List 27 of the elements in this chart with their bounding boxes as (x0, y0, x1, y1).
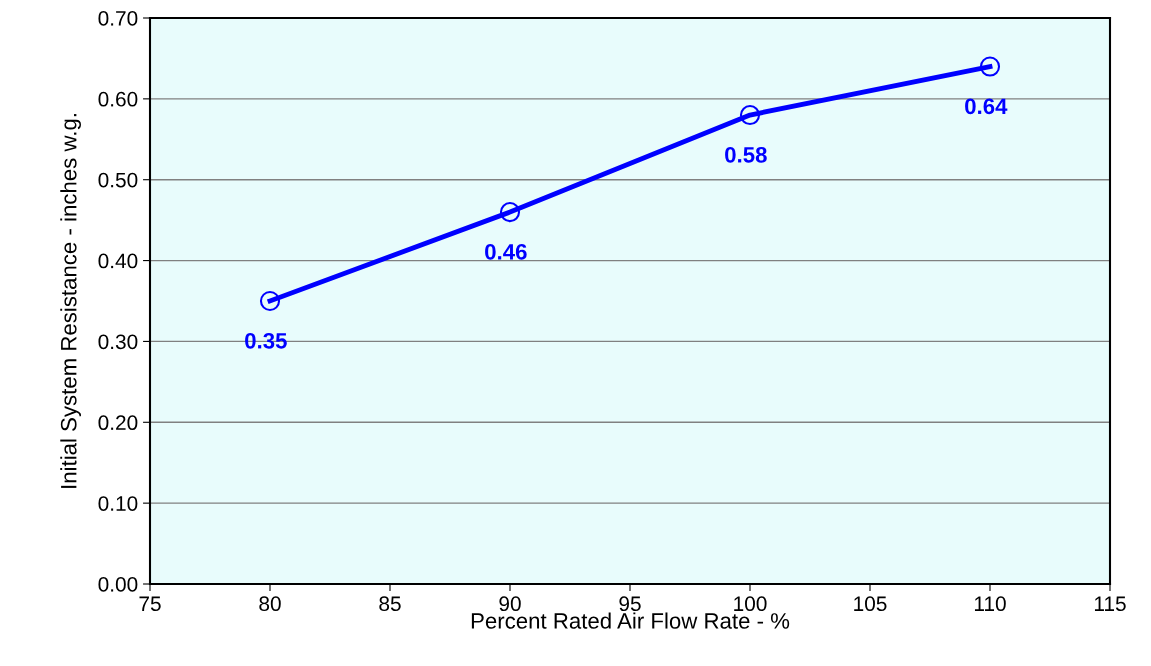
x-axis-title: Percent Rated Air Flow Rate - % (471, 612, 790, 629)
y-tick-label: 0.40 (98, 253, 138, 269)
text: 0.46 (485, 243, 527, 260)
text: 0.64 (965, 98, 1008, 115)
x-tick-label: 110 (974, 596, 1006, 612)
y-axis-title: Initial System Resistance - inches w.g. (60, 114, 81, 488)
y-tick-label: 0.60 (98, 91, 138, 107)
point (259, 290, 281, 312)
x-tick-label: 100 (734, 596, 767, 612)
y-tick-label: 0.30 (98, 334, 138, 350)
text: 0.35 (245, 332, 287, 349)
x-tick-label: 90 (499, 596, 521, 612)
x-tick-label: 95 (619, 596, 641, 612)
y-tick-label: 0.00 (98, 577, 138, 592)
x-tick-label: 75 (139, 596, 161, 612)
x-tick-label: 105 (854, 596, 887, 612)
y-tick-label: 0.70 (98, 11, 138, 26)
y-tick-label: 0.20 (98, 415, 138, 431)
point (739, 104, 761, 126)
point (979, 56, 1001, 77)
x-tick-label: 85 (379, 596, 401, 612)
x-tick-label: 80 (259, 596, 281, 612)
y-tick-label: 0.50 (98, 172, 138, 188)
point (499, 201, 521, 223)
text: 0.58 (725, 146, 767, 163)
y-tick-label: 0.10 (98, 496, 138, 511)
x-tick-label: 115 (1094, 596, 1126, 612)
